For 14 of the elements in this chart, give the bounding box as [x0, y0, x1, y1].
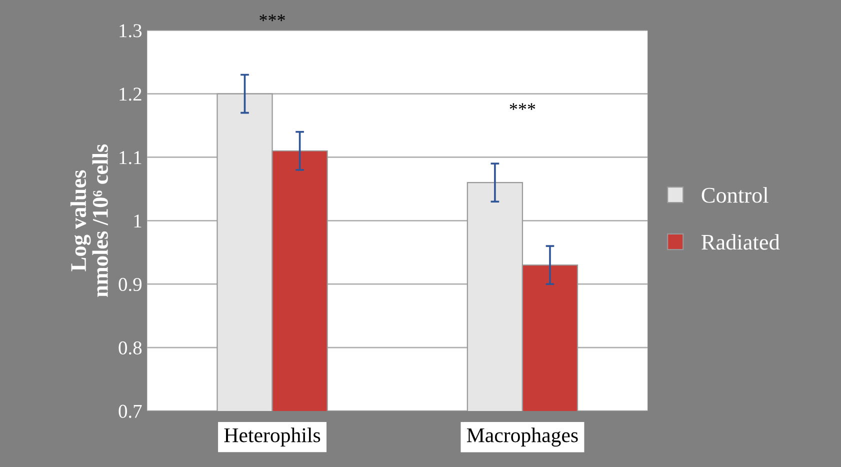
y-tick-label: 1.1 — [120, 151, 142, 164]
y-tick-label: 0.9 — [118, 278, 142, 292]
y-tick-label: 1 — [134, 214, 142, 228]
y-tick-label: 0.7 — [118, 404, 142, 418]
legend-label: Control — [702, 187, 768, 203]
x-tick-label: Heterophils — [224, 428, 320, 447]
legend-label: Radiated — [702, 234, 780, 250]
x-tick-label: Macrophages — [466, 428, 578, 447]
y-axis-title: Log values nmoles /10⁶ cells — [70, 144, 108, 297]
y-tick-label: 1.3 — [120, 24, 142, 38]
y-tick-label: 0.8 — [118, 341, 142, 355]
annotation: *** — [510, 103, 536, 110]
y-tick-label: 1.2 — [120, 88, 142, 101]
text: *** — [260, 14, 285, 22]
